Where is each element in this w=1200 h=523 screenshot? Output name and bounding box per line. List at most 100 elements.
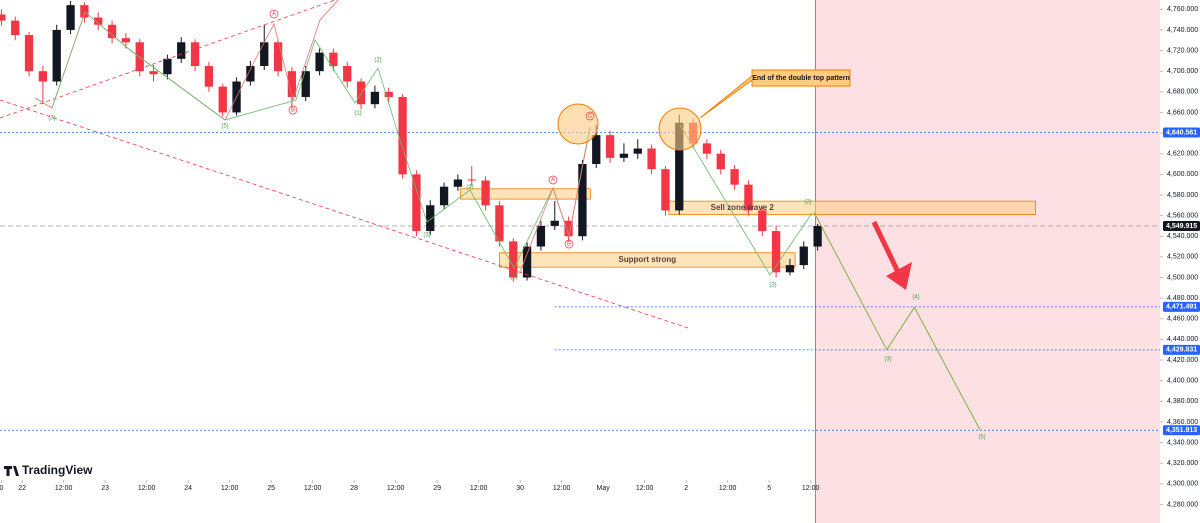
candle-body: [744, 184, 753, 211]
candle-body: [536, 225, 546, 247]
candle-body: [481, 180, 490, 206]
trend-line: [0, 99, 689, 329]
forecast-line: [813, 212, 981, 431]
zone-label: Support strong: [618, 255, 676, 264]
y-tick-label: 4,300.000: [1167, 481, 1198, 488]
y-tick-label: 4,400.000: [1167, 377, 1198, 384]
zone: [459, 188, 591, 200]
price-level-tag: [1163, 425, 1200, 436]
candle-body: [370, 91, 380, 105]
top-circle: [658, 107, 702, 151]
wave-label: (1): [354, 111, 361, 117]
candle-body: [426, 205, 435, 232]
candle-body: [578, 164, 587, 237]
y-tick-label: 4,540.000: [1167, 233, 1198, 240]
candle-body: [633, 148, 642, 154]
candle-body: [647, 148, 656, 170]
x-tick-label: 0: [0, 485, 3, 492]
x-tick-label: 12:00: [553, 485, 571, 492]
wave-label: (4): [466, 185, 473, 191]
candle-body: [177, 42, 186, 59]
wave-label: (3): [423, 233, 430, 239]
wave-label: (3): [769, 283, 776, 289]
price-level-tag: [1163, 344, 1200, 355]
candle-body: [439, 186, 449, 206]
y-tick-label: 4,600.000: [1167, 171, 1198, 178]
candle-body: [0, 14, 6, 21]
logo: TradingView: [4, 463, 93, 477]
x-tick-label: 24: [184, 485, 192, 492]
candle-body: [204, 66, 214, 87]
price-level-tag: [1163, 220, 1200, 231]
candle-body: [121, 38, 131, 43]
candle-body: [273, 42, 283, 72]
candle-body: [702, 143, 712, 154]
candle-body: [771, 231, 781, 273]
y-tick-label: 4,340.000: [1167, 439, 1198, 446]
candle-body: [301, 71, 310, 97]
x-tick-label: 12:00: [636, 485, 654, 492]
y-tick-label: 4,480.000: [1167, 295, 1198, 302]
callout-box: [699, 69, 851, 119]
wave-label: A: [272, 12, 276, 18]
wave-label: A: [551, 178, 555, 184]
price-level-label: 4,429.831: [1166, 347, 1197, 354]
candle-body: [675, 122, 684, 211]
logo-icon: [4, 466, 19, 476]
wave-label-ring: [269, 9, 279, 19]
candle-body: [218, 86, 227, 113]
wave-label: (2): [804, 200, 811, 206]
x-tick-label: 23: [101, 485, 109, 492]
callout-text: End of the double top pattern: [752, 75, 850, 82]
wave-label: (3): [884, 357, 891, 363]
candle-body: [509, 241, 518, 278]
wave-line: [519, 125, 591, 273]
y-tick-label: 4,740.000: [1167, 27, 1198, 34]
brand: TradingView: [22, 463, 93, 477]
candle-body: [453, 179, 463, 187]
candle-body: [38, 71, 48, 82]
x-tick-label: 12:00: [55, 485, 73, 492]
zone-label: Sell zone wave 2: [711, 203, 775, 212]
candle-body: [80, 5, 89, 18]
candle-body: [758, 210, 767, 232]
trend-line: [0, 0, 336, 119]
under-layer: [0, 0, 1160, 523]
candle-body: [799, 246, 808, 266]
candle-body: [11, 20, 20, 36]
x-tick-label: 25: [267, 485, 275, 492]
wave-label: (4): [912, 295, 919, 301]
price-level-label: 4,471.491: [1166, 304, 1197, 311]
y-tick-label: 4,560.000: [1167, 212, 1198, 219]
wave-label: (5): [221, 124, 228, 130]
wave-label-ring: [288, 105, 298, 115]
wave-label: (3): [48, 116, 55, 122]
y-tick-label: 4,700.000: [1167, 68, 1198, 75]
y-tick-label: 4,320.000: [1167, 460, 1198, 467]
price-level-tag: [1163, 301, 1200, 312]
candle-body: [287, 71, 297, 97]
wave-label: B: [291, 108, 295, 114]
candle-body: [384, 91, 393, 97]
candle-body: [24, 35, 34, 72]
y-tick-label: 4,660.000: [1167, 109, 1198, 116]
y-tick-label: 4,360.000: [1167, 419, 1198, 426]
wave-line: [51, 11, 591, 269]
x-tick-label: 5: [767, 485, 771, 492]
arrow-shaft: [871, 220, 901, 274]
x-tick-label: 30: [516, 485, 524, 492]
y-tick-label: 4,380.000: [1167, 398, 1198, 405]
candle-body: [550, 220, 559, 226]
candle-body: [716, 153, 725, 170]
candle-body: [661, 169, 670, 211]
x-tick-label: 29: [433, 485, 441, 492]
wave-line: [679, 124, 813, 276]
price-level-label: 4,640.561: [1166, 129, 1197, 136]
candle-body: [163, 58, 172, 75]
y-tick-label: 4,500.000: [1167, 274, 1198, 281]
candle-body: [329, 52, 338, 67]
candle-body: [522, 246, 532, 278]
candle-body: [592, 135, 601, 165]
x-tick-label: 12:00: [387, 485, 405, 492]
y-tick-label: 4,580.000: [1167, 192, 1198, 199]
